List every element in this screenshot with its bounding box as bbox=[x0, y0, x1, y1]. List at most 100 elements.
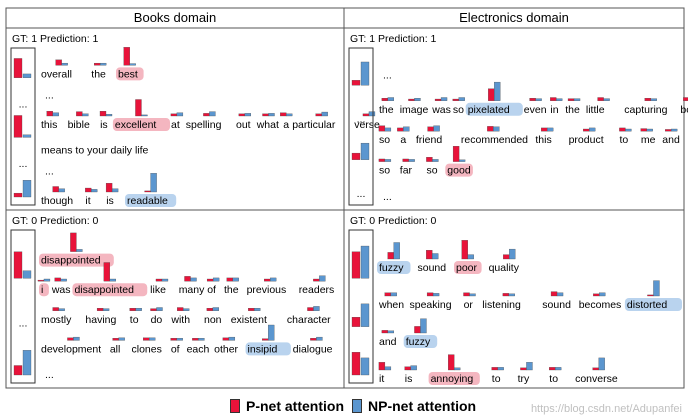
row-ellipsis: ... bbox=[45, 369, 54, 381]
summary-np-bar bbox=[22, 134, 32, 138]
attention-at-p-bar bbox=[170, 113, 178, 117]
header-electronics: Electronics domain bbox=[459, 10, 569, 25]
word-overall: overall bbox=[41, 68, 72, 80]
attention-of-np-bar bbox=[212, 277, 220, 282]
attention-the-p-bar bbox=[381, 98, 389, 101]
attention-product-p-bar bbox=[583, 128, 590, 132]
summary-ellipsis: ... bbox=[19, 99, 28, 111]
summary-np-bar bbox=[360, 357, 370, 376]
attention-readable-np-bar bbox=[150, 173, 157, 193]
word-with: with bbox=[170, 314, 190, 326]
attention-try-p-bar bbox=[520, 367, 527, 371]
legend-np-net-label: NP-net attention bbox=[368, 398, 477, 414]
attention-quality-p-bar bbox=[503, 254, 510, 260]
word-recommended: recommended bbox=[461, 134, 528, 146]
row-ellipsis: ... bbox=[45, 166, 54, 178]
attention-pixelated-p-bar bbox=[488, 88, 495, 101]
attention-other-np-bar bbox=[228, 336, 236, 341]
attention-i-p-bar bbox=[37, 279, 45, 282]
attention-so-np-bar bbox=[384, 159, 392, 162]
attention-this-p-bar bbox=[541, 127, 548, 132]
word-bible: bible bbox=[68, 119, 90, 131]
word-poor: poor bbox=[456, 262, 478, 274]
word-of: of bbox=[171, 343, 180, 355]
attention-the-p-bar bbox=[94, 62, 101, 66]
attention-is-p-bar bbox=[404, 366, 411, 371]
attention-friend-np-bar bbox=[433, 125, 440, 132]
summary-np-bar bbox=[360, 303, 370, 327]
word-is: is bbox=[100, 119, 108, 131]
word-the: the bbox=[224, 284, 239, 296]
attention-disappointed-p-bar bbox=[103, 262, 110, 282]
attention-even-np-bar bbox=[535, 98, 542, 101]
word-other: other bbox=[214, 343, 238, 355]
attention-distorted-p-bar bbox=[647, 294, 654, 297]
attention-becomes-np-bar bbox=[599, 292, 606, 297]
word-means-to-your-daily-life: means to your daily life bbox=[41, 144, 149, 156]
word-a: a bbox=[283, 119, 289, 131]
attention-like-np-bar bbox=[161, 278, 169, 282]
word-many: many bbox=[179, 284, 205, 296]
highlight-p bbox=[112, 118, 170, 131]
attention-bible-p-bar bbox=[76, 111, 83, 117]
attention-a-np-bar bbox=[403, 126, 410, 132]
legend-np-net: NP-net attention bbox=[352, 397, 476, 415]
attention-a-np-bar bbox=[286, 113, 293, 117]
word-though: though bbox=[41, 195, 73, 207]
attention-annoying-np-bar bbox=[454, 367, 461, 371]
highlight-p bbox=[428, 372, 480, 385]
word-like: like bbox=[150, 284, 166, 296]
attention-development-p-bar bbox=[67, 337, 74, 341]
word-speaking: speaking bbox=[410, 299, 452, 311]
attention-far-np-bar bbox=[408, 159, 415, 162]
attention-i-np-bar bbox=[43, 278, 51, 282]
attention-sound-np-bar bbox=[556, 292, 564, 297]
summary-ellipsis: ... bbox=[357, 188, 366, 200]
word-to: to bbox=[492, 373, 501, 385]
attention-disappointed-np-bar bbox=[76, 249, 83, 252]
word-at: at bbox=[171, 119, 180, 131]
attention-good-p-bar bbox=[452, 146, 460, 162]
word-it: it bbox=[85, 195, 90, 207]
summary-ellipsis: ... bbox=[357, 114, 366, 126]
word-readers: readers bbox=[299, 284, 335, 296]
attention-readable-p-bar bbox=[144, 190, 151, 193]
attention-particular-np-bar bbox=[321, 111, 328, 117]
attention-spelling-p-bar bbox=[203, 113, 210, 117]
attention-or-p-bar bbox=[463, 292, 470, 297]
attention-or-np-bar bbox=[469, 293, 476, 297]
attention-me-p-bar bbox=[640, 128, 647, 132]
highlight-np bbox=[377, 261, 411, 274]
attention-in-np-bar bbox=[556, 98, 563, 101]
attention-the-np-bar bbox=[232, 277, 239, 282]
attention-spelling-np-bar bbox=[209, 111, 216, 117]
row-ellipsis: ... bbox=[45, 90, 54, 102]
word-good: good bbox=[447, 165, 471, 177]
word-sound: sound bbox=[418, 262, 447, 274]
word-previous: previous bbox=[247, 284, 287, 296]
word-mostly: mostly bbox=[41, 314, 72, 326]
attention-excellent-np-bar bbox=[141, 114, 148, 117]
attention-readers-p-bar bbox=[313, 278, 320, 282]
attention-fuzzy-np-bar bbox=[393, 242, 400, 260]
word-becomes: becomes bbox=[579, 299, 622, 311]
word-so: so bbox=[379, 165, 390, 177]
summary-np-bar bbox=[360, 142, 370, 160]
highlight-np bbox=[624, 298, 682, 311]
panel-label-books-gt0: GT: 0 Prediction: 0 bbox=[12, 215, 99, 227]
word-it: it bbox=[379, 373, 384, 385]
word-me: me bbox=[641, 134, 656, 146]
attention-of-p-bar bbox=[206, 278, 214, 282]
attention-becomes-p-bar bbox=[593, 293, 600, 297]
attention-to-p-bar bbox=[129, 308, 136, 311]
word-annoying: annoying bbox=[431, 373, 474, 385]
attention-is-p-bar bbox=[99, 111, 107, 117]
attention-annoying-p-bar bbox=[448, 354, 455, 371]
attention-clones-np-bar bbox=[149, 337, 156, 341]
attention-so-np-bar bbox=[458, 97, 465, 101]
row-ellipsis: ... bbox=[383, 69, 392, 81]
attention-existent-p-bar bbox=[248, 308, 255, 311]
attention-speaking-p-bar bbox=[426, 292, 434, 297]
word-the: the bbox=[565, 104, 580, 116]
